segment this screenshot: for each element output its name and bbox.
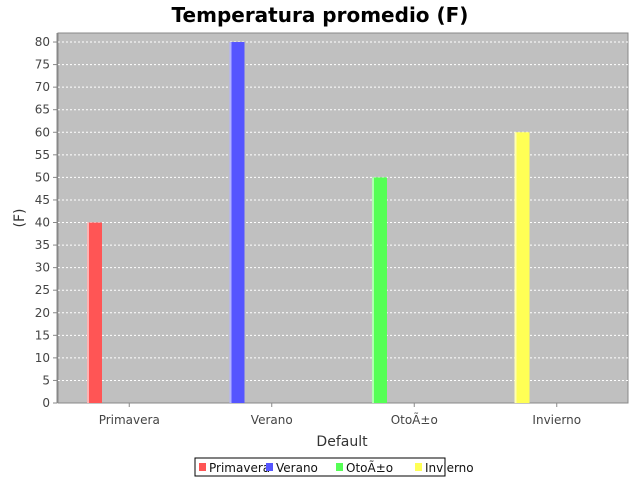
x-tick-label: Verano <box>251 413 293 427</box>
x-tick-label: OtoÃ±o <box>391 412 438 427</box>
plot-area <box>57 32 629 404</box>
y-tick-label: 35 <box>35 238 50 252</box>
y-tick-label: 75 <box>35 58 50 72</box>
legend-item: Verano <box>266 461 318 475</box>
y-tick-label: 15 <box>35 328 50 342</box>
bar-highlight <box>514 132 517 403</box>
y-tick-label: 60 <box>35 125 50 139</box>
legend-swatch <box>266 463 273 471</box>
legend-label: Verano <box>276 461 318 475</box>
legend-box <box>194 457 446 477</box>
bar-4 <box>514 132 530 403</box>
y-tick-label: 50 <box>35 170 50 184</box>
y-tick-label: 55 <box>35 148 50 162</box>
legend-item: OtoÃ±o <box>336 460 393 475</box>
legend-swatch <box>415 463 422 471</box>
legend-item: Invierno <box>415 461 474 475</box>
y-axis-title: (F) <box>12 209 28 228</box>
y-tick-label: 25 <box>35 283 50 297</box>
legend-label: Primavera <box>209 461 270 475</box>
y-tick-label: 0 <box>42 396 50 410</box>
bar-highlight <box>87 222 89 403</box>
legend-label: Invierno <box>425 461 474 475</box>
y-axis: 0 5 10 15 20 25 30 35 40 45 50 55 60 65 70 75 80 <box>35 33 58 410</box>
y-tick-label: 45 <box>35 193 50 207</box>
y-tick-label: 30 <box>35 261 50 275</box>
x-axis: Primavera Verano OtoÃ±o Invierno <box>99 403 581 427</box>
bar-highlight <box>372 177 374 403</box>
x-axis-title: Default <box>316 434 368 450</box>
gridlines <box>58 41 628 381</box>
bar-highlight <box>229 42 232 404</box>
x-tick-label: Primavera <box>99 413 160 427</box>
y-tick-label: 65 <box>35 103 50 117</box>
y-tick-label: 10 <box>35 351 50 365</box>
y-tick-label: 70 <box>35 80 50 94</box>
bar <box>87 222 102 403</box>
legend-label: OtoÃ±o <box>346 460 393 475</box>
bar <box>372 177 387 403</box>
bar-3 <box>372 177 387 403</box>
y-tick-label: 80 <box>35 35 50 49</box>
legend-swatch <box>199 463 206 471</box>
bars <box>87 42 530 404</box>
bar-2 <box>229 42 245 404</box>
y-tick-label: 20 <box>35 306 50 320</box>
bar <box>514 132 530 403</box>
x-tick-label: Invierno <box>532 413 581 427</box>
y-tick-label: 40 <box>35 216 50 230</box>
bar <box>229 42 245 404</box>
legend-item: Primavera <box>199 461 270 475</box>
chart-title: Temperatura promedio (F) <box>172 3 469 27</box>
bar-1 <box>87 222 102 403</box>
legend: Primavera Verano OtoÃ±o Invierno <box>194 457 474 477</box>
legend-swatch <box>336 463 343 471</box>
y-tick-label: 5 <box>42 373 50 387</box>
